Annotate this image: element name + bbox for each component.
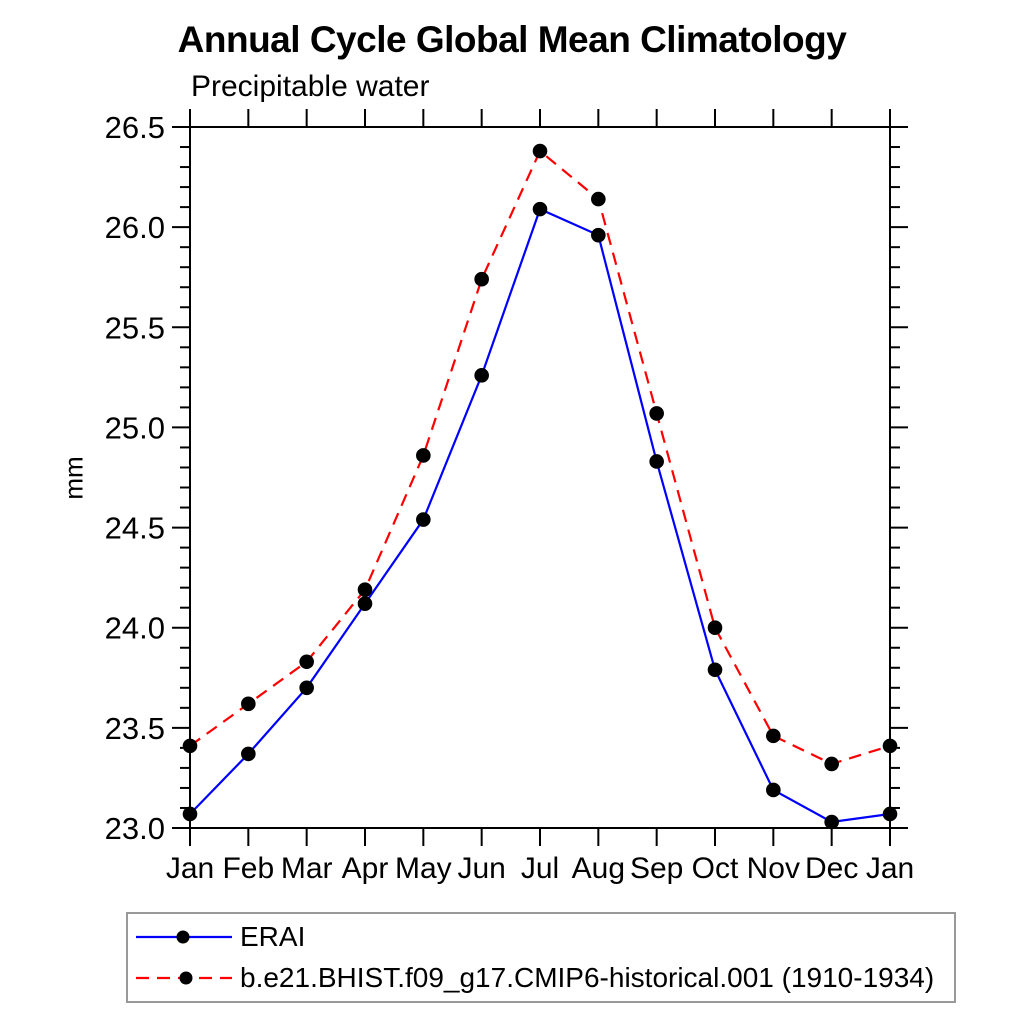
legend-item-erai: ERAI (135, 917, 954, 958)
x-tick-label: Dec (805, 852, 858, 885)
y-tick-label: 24.5 (105, 511, 165, 546)
data-point-cesm-historical (182, 738, 198, 754)
data-point-erai (241, 746, 256, 762)
y-tick-label: 25.5 (105, 310, 165, 345)
y-tick-label: 23.0 (105, 811, 165, 846)
legend-marker-cesm-icon (179, 971, 193, 985)
legend-label-cesm: b.e21.BHIST.f09_g17.CMIP6-historical.001… (240, 962, 935, 993)
data-point-cesm-historical (591, 191, 606, 207)
data-point-erai (416, 512, 431, 527)
data-point-cesm-historical (474, 271, 489, 287)
y-tick-label: 25.0 (105, 410, 165, 445)
legend-line-sample-cesm (136, 971, 232, 985)
x-tick-label: Jan (866, 852, 914, 885)
data-point-cesm-historical (357, 582, 373, 597)
chart-title: Annual Cycle Global Mean Climatology (177, 19, 847, 60)
x-tick-label: Jul (521, 852, 559, 885)
legend-label-erai: ERAI (240, 921, 306, 952)
data-point-erai (649, 454, 664, 469)
x-tick-label: Sep (630, 852, 683, 885)
data-point-erai (299, 680, 314, 696)
plot-frame (189, 126, 891, 829)
data-point-erai (357, 596, 373, 611)
data-point-cesm-historical (824, 756, 839, 772)
data-point-erai (824, 814, 839, 830)
x-tick-label: Oct (692, 852, 739, 885)
data-point-erai (882, 806, 898, 822)
series-line-cesm-historical (189, 149, 891, 766)
data-point-cesm-historical (299, 654, 314, 670)
series-line-erai (189, 207, 891, 824)
legend-item-cesm: b.e21.BHIST.f09_g17.CMIP6-historical.001… (135, 958, 954, 999)
data-point-cesm-historical (649, 406, 664, 421)
data-point-cesm-historical (416, 448, 431, 463)
legend-marker-erai-icon (176, 930, 190, 944)
legend-line-sample-erai (136, 930, 232, 944)
y-tick-label: 24.0 (105, 611, 165, 646)
x-tick-label: Jan (166, 852, 214, 885)
chart-subtitle: Precipitable water (191, 70, 430, 103)
x-tick-label: Aug (572, 852, 625, 885)
data-point-erai (182, 806, 198, 822)
x-tick-label: Apr (342, 852, 389, 885)
y-tick-label: 26.5 (105, 110, 165, 145)
data-point-erai (591, 227, 606, 243)
data-point-cesm-historical (707, 620, 723, 636)
data-point-cesm-historical (532, 143, 548, 159)
x-tick-label: Nov (747, 852, 800, 885)
x-tick-label: Feb (222, 852, 274, 885)
x-tick-label: May (395, 852, 452, 885)
legend-box: ERAI b.e21.BHIST.f09_g17.CMIP6-historica… (126, 912, 956, 1003)
data-point-erai (532, 201, 548, 217)
data-point-erai (766, 782, 781, 798)
data-point-erai (474, 368, 489, 383)
y-tick-label: 26.0 (105, 210, 165, 245)
data-point-erai (707, 662, 723, 678)
data-point-cesm-historical (241, 696, 256, 712)
data-point-cesm-historical (766, 728, 781, 744)
data-point-cesm-historical (882, 738, 898, 754)
x-tick-label: Jun (457, 852, 505, 885)
y-tick-label: 23.5 (105, 711, 165, 746)
x-tick-label: Mar (281, 852, 333, 885)
